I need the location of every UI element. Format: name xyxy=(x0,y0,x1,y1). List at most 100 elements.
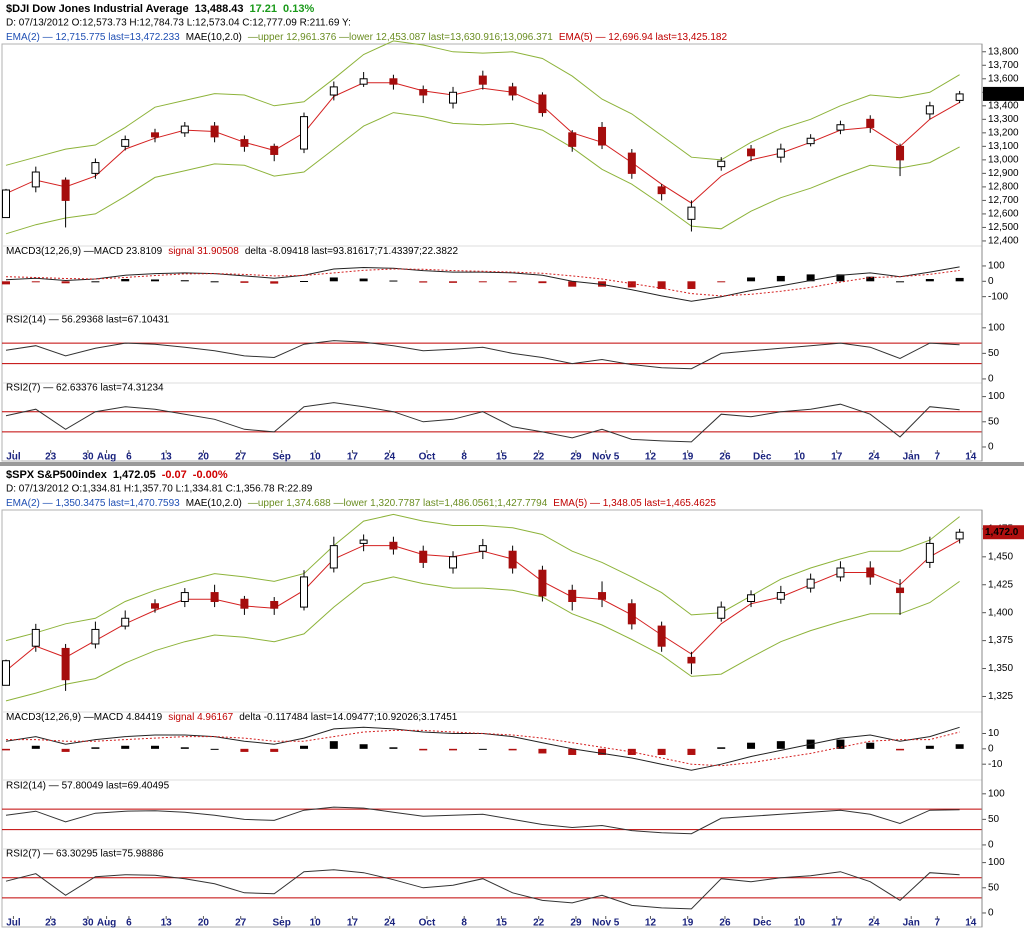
histogram-bar xyxy=(419,281,428,283)
x-tick-label: 14 xyxy=(965,452,977,463)
candle-body xyxy=(180,125,189,134)
indicator-legend-part: —upper 12,961.376 —lower 12,453.087 last… xyxy=(248,32,553,43)
x-tick-label: 10 xyxy=(794,918,806,929)
macd-legend-part: signal 31.90508 xyxy=(168,246,239,257)
histogram-bar xyxy=(210,281,219,283)
histogram-bar xyxy=(687,281,696,289)
indicator-legend-part: EMA(2) — 12,715.775 last=13,472.233 xyxy=(6,32,180,43)
y-tick-label: 12,800 xyxy=(988,182,1019,193)
candle-body xyxy=(538,569,547,597)
candle-body xyxy=(210,125,219,138)
indicator-legend: EMA(2) — 12,715.775 last=13,472.233 MAE(1… xyxy=(6,32,727,43)
y-tick-label: 12,900 xyxy=(988,168,1019,179)
candle-body xyxy=(687,206,696,220)
histogram-bar xyxy=(389,747,398,749)
x-tick-label: 29 xyxy=(570,918,582,929)
rsi-line xyxy=(5,340,960,370)
x-tick-label: 7 xyxy=(935,918,941,929)
candle-body xyxy=(568,132,577,147)
x-tick-label: 24 xyxy=(384,918,396,929)
candle-body xyxy=(419,89,428,96)
y-tick-label: 13,700 xyxy=(988,60,1019,71)
x-tick-label: Aug xyxy=(97,452,116,463)
x-tick-label: 24 xyxy=(868,452,880,463)
rsi-line xyxy=(5,806,960,835)
x-tick-label: Jan xyxy=(903,452,920,463)
candle-body xyxy=(478,545,487,552)
histogram-bar xyxy=(627,281,636,288)
x-tick-label: 17 xyxy=(347,452,359,463)
header-part: -0.00% xyxy=(193,469,228,481)
histogram-bar xyxy=(836,739,845,749)
histogram-bar xyxy=(449,281,458,283)
candle-body xyxy=(896,145,905,161)
rsi-legend: RSI2(14) — 57.80049 last=69.40495 xyxy=(6,781,170,792)
indicator-legend-part: —upper 1,374.688 —lower 1,320.7787 last=… xyxy=(248,498,548,509)
histogram-bar xyxy=(538,748,547,754)
candle-body xyxy=(151,132,160,138)
x-tick-label: 22 xyxy=(533,918,545,929)
header-part: 13,488.43 xyxy=(195,3,244,15)
y-tick-label: 12,700 xyxy=(988,195,1019,206)
x-tick-label: Sep xyxy=(272,452,290,463)
candle-body xyxy=(270,145,279,155)
histogram-bar xyxy=(717,747,726,749)
histogram-bar xyxy=(240,748,249,752)
y-tick-label: 1,375 xyxy=(988,635,1013,646)
x-tick-label: Aug xyxy=(97,918,116,929)
candle-body xyxy=(925,542,934,563)
y-tick-label: 13,200 xyxy=(988,127,1019,138)
histogram-bar xyxy=(776,741,785,749)
x-tick-label: 17 xyxy=(831,918,843,929)
rsi-line xyxy=(5,402,960,443)
info-line: D: 07/13/2012 O:12,573.73 H:12,784.73 L:… xyxy=(6,18,351,29)
indicator-legend: EMA(2) — 1,350.3475 last=1,470.7593 MAE(1… xyxy=(6,498,716,509)
header-part: -0.07 xyxy=(162,469,187,481)
candle-body xyxy=(61,179,70,201)
y-tick-label: 12,400 xyxy=(988,236,1019,247)
candle-body xyxy=(61,647,70,681)
candle-body xyxy=(300,116,309,150)
header-part: $SPX S&P500index xyxy=(6,469,108,481)
y-tick-label: 0 xyxy=(988,442,994,453)
header: $SPX S&P500index 1,472.05 -0.07 -0.00% xyxy=(6,469,228,481)
y-tick-label: 1,325 xyxy=(988,691,1013,702)
header-part: $DJI Dow Jones Industrial Average xyxy=(6,3,189,15)
indicator-legend-part: EMA(2) — 1,350.3475 last=1,470.7593 xyxy=(6,498,180,509)
rsi-legend: RSI2(7) — 63.30295 last=75.98886 xyxy=(6,849,164,860)
x-tick-label: 24 xyxy=(868,918,880,929)
y-tick-label: 0 xyxy=(988,374,994,385)
x-tick-label: Dec xyxy=(753,452,772,463)
histogram-bar xyxy=(91,747,100,749)
histogram-bar xyxy=(657,748,666,755)
indicator-legend-part: MAE(10,2.0) xyxy=(186,32,242,43)
candle-body xyxy=(687,656,696,664)
indicator-legend-part: MAE(10,2.0) xyxy=(186,498,242,509)
histogram-bar xyxy=(270,748,279,752)
x-tick-label: Nov 5 xyxy=(592,918,620,929)
y-tick-label: 1,425 xyxy=(988,579,1013,590)
candle-body xyxy=(806,578,815,589)
y-tick-label: -10 xyxy=(988,759,1003,770)
histogram-bar xyxy=(598,748,607,755)
candle-body xyxy=(240,598,249,609)
x-tick-label: 8 xyxy=(461,452,467,463)
histogram-bar xyxy=(836,274,845,282)
histogram-bar xyxy=(747,742,756,749)
rsi-legend: RSI2(14) — 56.29368 last=67.10431 xyxy=(6,315,170,326)
histogram-bar xyxy=(866,742,875,749)
y-tick-label: 100 xyxy=(988,857,1005,868)
x-tick-label: 14 xyxy=(965,918,977,929)
indicator-line xyxy=(5,40,960,166)
candle-body xyxy=(91,162,100,174)
histogram-bar xyxy=(121,279,130,282)
candle-body xyxy=(389,78,398,85)
candle-body xyxy=(270,601,279,609)
signal-line xyxy=(6,729,960,767)
last-price-box xyxy=(983,86,1024,101)
candle-body xyxy=(300,576,309,608)
y-tick-label: 50 xyxy=(988,814,1000,825)
candle-body xyxy=(568,589,577,603)
candle-body xyxy=(180,592,189,603)
y-tick-label: 100 xyxy=(988,322,1005,333)
